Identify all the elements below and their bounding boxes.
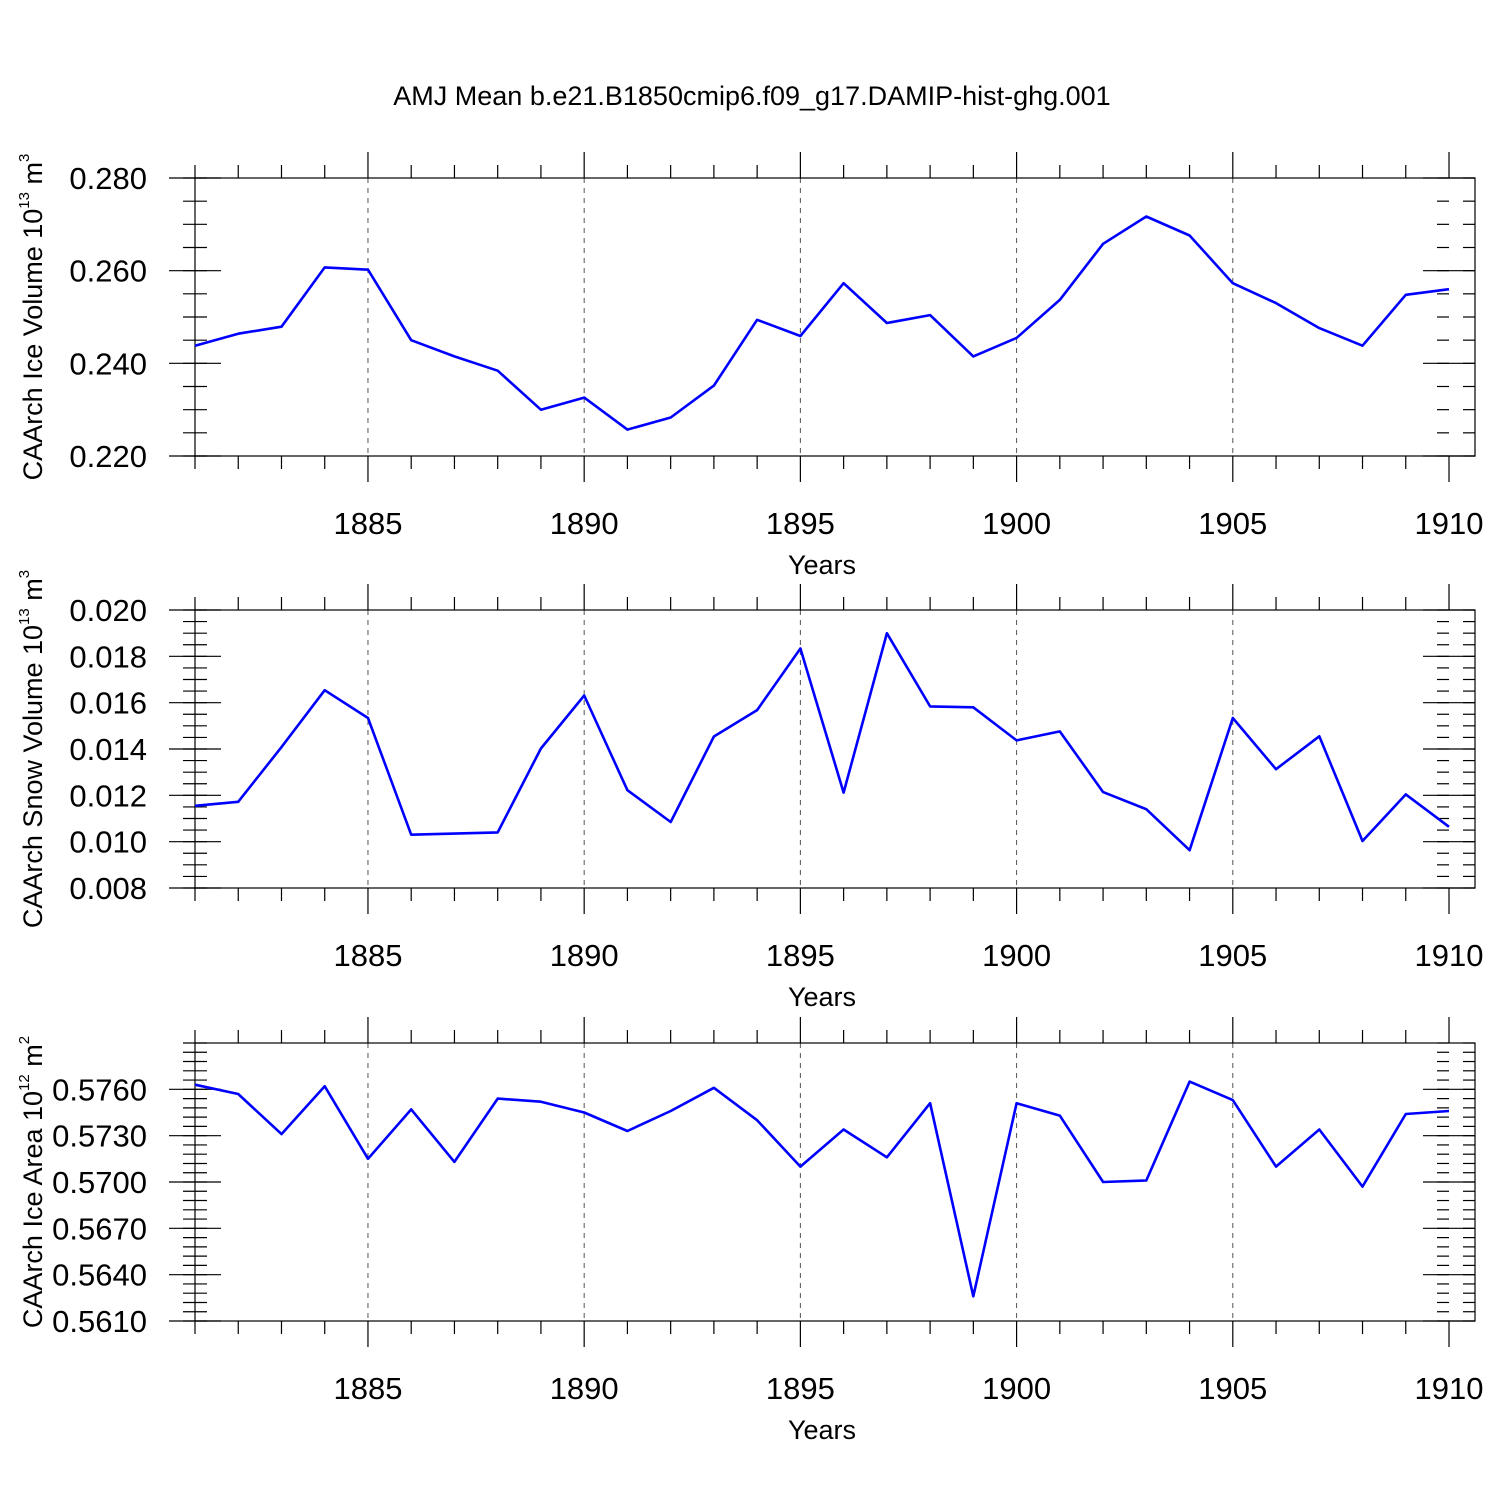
y-tick-label: 0.010 [69, 825, 147, 860]
plot-frame [194, 609, 1476, 889]
x-tick-label: 1895 [766, 1371, 835, 1406]
y-tick-label: 0.5640 [52, 1258, 147, 1293]
y-label-unit: m [18, 578, 48, 608]
y-tick-label: 0.008 [69, 871, 147, 906]
x-tick-label: 1890 [550, 938, 619, 973]
y-label-exponent: 13 [16, 192, 33, 209]
y-label-unit-exponent: 2 [16, 1036, 33, 1044]
y-label-text: CAArch Ice Volume 10 [18, 209, 48, 481]
y-axis-label: CAArch Ice Area 1012 m2 [16, 1036, 48, 1328]
y-tick-label: 0.5760 [52, 1072, 147, 1107]
y-axis-label: CAArch Ice Volume 1013 m3 [16, 154, 48, 481]
y-label-unit: m [18, 1044, 48, 1074]
panel-snow-volume: 0.008 0.010 0.012 0.014 0.016 0.018 0.020 1885 1… [16, 570, 1483, 1012]
series-line [194, 215, 1450, 431]
x-axis-label: Years [788, 982, 856, 1012]
x-tick-label: 1900 [982, 1371, 1051, 1406]
y-label-text: CAArch Ice Area 10 [18, 1091, 48, 1328]
plot-frame [194, 1042, 1476, 1322]
y-tick-label: 0.260 [69, 254, 147, 289]
x-tick-label: 1905 [1198, 938, 1267, 973]
y-tick-label: 0.280 [69, 161, 147, 196]
x-tick-label: 1885 [333, 938, 402, 973]
x-tick-label: 1885 [333, 1371, 402, 1406]
y-tick-label: 0.5700 [52, 1165, 147, 1200]
x-tick-label: 1885 [333, 506, 402, 541]
y-tick-label: 0.5670 [52, 1211, 147, 1246]
x-tick-label: 1900 [982, 506, 1051, 541]
y-tick-label: 0.5730 [52, 1119, 147, 1154]
y-label-text: CAArch Snow Volume 10 [18, 625, 48, 928]
x-tick-label: 1905 [1198, 1371, 1267, 1406]
y-tick-label: 0.018 [69, 639, 147, 674]
y-label-unit-exponent: 3 [16, 154, 33, 162]
panel-ice-volume: 0.220 0.240 0.260 0.280 1885 1890 1895 1900 1905… [16, 152, 1483, 580]
y-label-unit-exponent: 3 [16, 570, 33, 578]
y-axis-label: CAArch Snow Volume 1013 m3 [16, 570, 48, 928]
x-tick-label: 1895 [766, 506, 835, 541]
y-tick-label: 0.012 [69, 778, 147, 813]
y-label-unit: m [18, 162, 48, 192]
plot-frame [194, 177, 1476, 457]
panel-ice-area: 0.5610 0.5640 0.5670 0.5700 0.5730 0.5760 1885… [16, 1017, 1483, 1445]
x-tick-label: 1910 [1415, 506, 1484, 541]
y-tick-label: 0.014 [69, 732, 147, 767]
figure-title: AMJ Mean b.e21.B1850cmip6.f09_g17.DAMIP-… [393, 81, 1110, 111]
x-tick-label: 1910 [1415, 1371, 1484, 1406]
y-label-exponent: 13 [16, 608, 33, 625]
x-tick-label: 1890 [550, 506, 619, 541]
y-tick-label: 0.020 [69, 593, 147, 628]
x-axis-label: Years [788, 550, 856, 580]
y-tick-label: 0.240 [69, 346, 147, 381]
x-tick-label: 1910 [1415, 938, 1484, 973]
y-tick-label: 0.220 [69, 439, 147, 474]
x-tick-label: 1900 [982, 938, 1051, 973]
x-tick-label: 1905 [1198, 506, 1267, 541]
series-line [194, 1080, 1450, 1298]
series-line [194, 631, 1450, 852]
y-tick-label: 0.5610 [52, 1304, 147, 1339]
x-axis-label: Years [788, 1415, 856, 1445]
x-tick-label: 1890 [550, 1371, 619, 1406]
x-tick-label: 1895 [766, 938, 835, 973]
y-tick-label: 0.016 [69, 686, 147, 721]
y-label-exponent: 12 [16, 1074, 33, 1091]
